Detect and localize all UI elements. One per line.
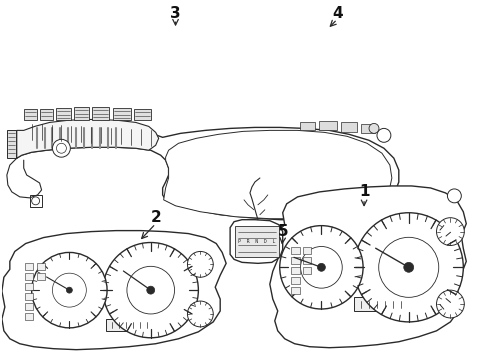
Polygon shape [15,125,399,220]
Polygon shape [24,313,33,320]
Circle shape [32,252,107,328]
Circle shape [147,286,155,294]
Polygon shape [113,108,131,121]
Polygon shape [106,319,156,331]
Polygon shape [164,130,392,219]
Circle shape [52,139,71,157]
Polygon shape [319,121,337,130]
Text: 2: 2 [150,210,161,225]
Polygon shape [235,226,279,257]
Polygon shape [361,125,375,133]
Circle shape [300,247,342,288]
Circle shape [318,264,325,271]
Circle shape [437,218,465,246]
Polygon shape [37,273,45,280]
Circle shape [188,251,213,277]
Polygon shape [92,107,109,121]
Polygon shape [2,231,226,350]
Circle shape [437,290,465,318]
Polygon shape [37,264,45,270]
Circle shape [377,129,391,142]
Polygon shape [291,267,299,274]
Polygon shape [291,277,299,284]
Polygon shape [291,247,299,255]
Polygon shape [40,109,53,121]
Circle shape [66,287,73,293]
Polygon shape [299,122,316,130]
Circle shape [280,226,363,309]
Circle shape [369,123,379,133]
Circle shape [52,273,86,307]
Text: P  R  N  D  L: P R N D L [238,239,275,244]
Circle shape [127,266,174,314]
Circle shape [404,262,414,272]
Polygon shape [302,247,312,255]
Text: 3: 3 [170,6,181,21]
Polygon shape [7,130,16,158]
Polygon shape [270,186,466,348]
Polygon shape [24,303,33,310]
Polygon shape [56,108,72,121]
Circle shape [103,243,198,338]
Polygon shape [354,297,409,311]
Polygon shape [17,120,159,158]
Polygon shape [134,109,151,121]
Polygon shape [291,257,299,264]
Polygon shape [230,220,283,264]
Text: 5: 5 [277,224,288,239]
Polygon shape [24,264,33,270]
Polygon shape [341,122,357,132]
Text: 1: 1 [359,184,369,199]
Polygon shape [302,267,312,274]
Polygon shape [24,273,33,280]
Circle shape [32,197,40,205]
Circle shape [188,301,213,327]
Polygon shape [24,109,37,121]
Polygon shape [30,195,42,207]
Polygon shape [24,283,33,290]
Polygon shape [74,107,89,121]
Circle shape [447,189,461,203]
Circle shape [379,237,439,297]
Circle shape [56,143,66,153]
Polygon shape [291,287,299,294]
Circle shape [354,213,464,322]
Polygon shape [24,293,33,300]
Polygon shape [302,257,312,264]
Text: 4: 4 [332,6,343,21]
